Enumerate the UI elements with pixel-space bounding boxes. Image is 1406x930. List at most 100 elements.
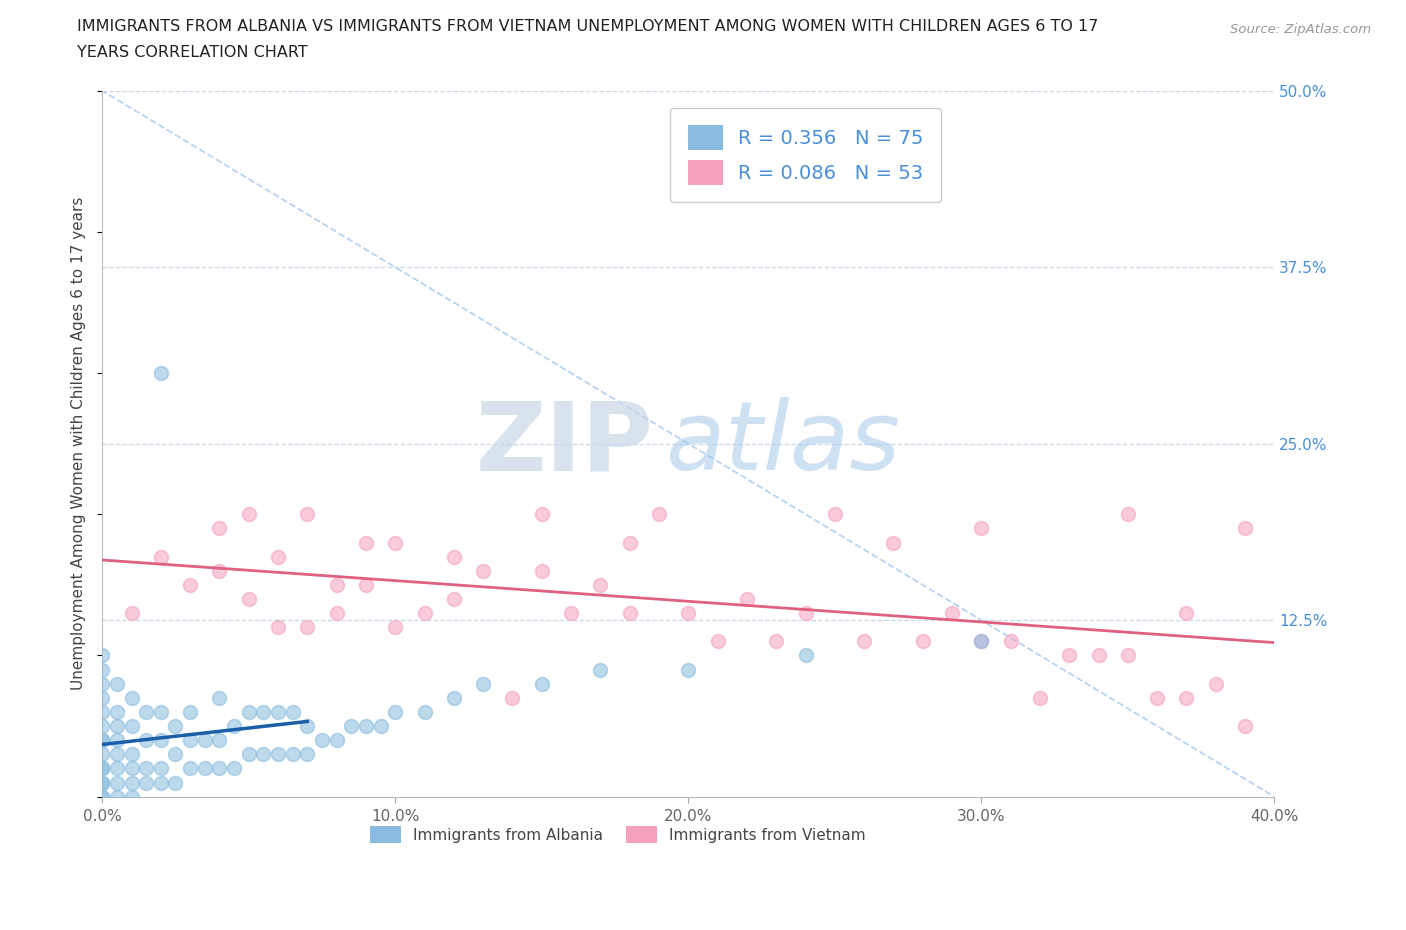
Point — [1205, 676, 1227, 691]
Point — [413, 705, 436, 720]
Point — [370, 719, 392, 734]
Point — [121, 761, 143, 776]
Point — [91, 690, 114, 705]
Point — [91, 775, 114, 790]
Point — [105, 775, 128, 790]
Point — [91, 705, 114, 720]
Point — [238, 591, 260, 606]
Point — [105, 761, 128, 776]
Point — [678, 605, 700, 620]
Point — [208, 690, 231, 705]
Point — [619, 605, 641, 620]
Point — [619, 535, 641, 550]
Point — [853, 634, 876, 649]
Point — [91, 747, 114, 762]
Point — [340, 719, 363, 734]
Text: atlas: atlas — [665, 397, 900, 490]
Point — [179, 705, 201, 720]
Point — [252, 747, 274, 762]
Point — [179, 733, 201, 748]
Point — [91, 733, 114, 748]
Point — [970, 634, 993, 649]
Point — [384, 619, 406, 634]
Point — [443, 690, 465, 705]
Point — [252, 705, 274, 720]
Point — [105, 733, 128, 748]
Point — [208, 761, 231, 776]
Legend: Immigrants from Albania, Immigrants from Vietnam: Immigrants from Albania, Immigrants from… — [364, 820, 872, 849]
Point — [281, 747, 304, 762]
Point — [1057, 648, 1080, 663]
Point — [1146, 690, 1168, 705]
Point — [970, 634, 993, 649]
Point — [325, 605, 347, 620]
Point — [135, 775, 157, 790]
Point — [149, 775, 172, 790]
Point — [678, 662, 700, 677]
Point — [325, 733, 347, 748]
Text: ZIP: ZIP — [475, 397, 654, 490]
Point — [472, 564, 495, 578]
Point — [121, 747, 143, 762]
Point — [297, 619, 319, 634]
Point — [121, 605, 143, 620]
Point — [311, 733, 333, 748]
Point — [354, 535, 377, 550]
Point — [297, 507, 319, 522]
Point — [530, 507, 553, 522]
Point — [208, 521, 231, 536]
Point — [91, 648, 114, 663]
Text: IMMIGRANTS FROM ALBANIA VS IMMIGRANTS FROM VIETNAM UNEMPLOYMENT AMONG WOMEN WITH: IMMIGRANTS FROM ALBANIA VS IMMIGRANTS FR… — [77, 19, 1098, 33]
Point — [135, 733, 157, 748]
Point — [105, 747, 128, 762]
Point — [1029, 690, 1052, 705]
Point — [91, 761, 114, 776]
Point — [1175, 690, 1198, 705]
Point — [91, 662, 114, 677]
Point — [91, 775, 114, 790]
Point — [472, 676, 495, 691]
Point — [706, 634, 728, 649]
Point — [91, 733, 114, 748]
Point — [165, 775, 187, 790]
Point — [91, 790, 114, 804]
Point — [1175, 605, 1198, 620]
Point — [165, 747, 187, 762]
Point — [105, 790, 128, 804]
Point — [297, 747, 319, 762]
Point — [91, 790, 114, 804]
Point — [1000, 634, 1022, 649]
Point — [208, 564, 231, 578]
Point — [765, 634, 787, 649]
Point — [222, 761, 245, 776]
Point — [443, 591, 465, 606]
Point — [194, 761, 217, 776]
Point — [267, 705, 290, 720]
Point — [1234, 719, 1257, 734]
Point — [91, 761, 114, 776]
Point — [941, 605, 963, 620]
Point — [882, 535, 904, 550]
Point — [589, 662, 612, 677]
Point — [121, 719, 143, 734]
Point — [354, 578, 377, 592]
Point — [1234, 521, 1257, 536]
Point — [794, 605, 817, 620]
Point — [911, 634, 934, 649]
Point — [135, 761, 157, 776]
Point — [91, 719, 114, 734]
Point — [105, 705, 128, 720]
Point — [1116, 507, 1139, 522]
Point — [589, 578, 612, 592]
Point — [794, 648, 817, 663]
Point — [297, 719, 319, 734]
Point — [222, 719, 245, 734]
Text: Source: ZipAtlas.com: Source: ZipAtlas.com — [1230, 23, 1371, 36]
Point — [501, 690, 523, 705]
Point — [149, 705, 172, 720]
Point — [970, 521, 993, 536]
Point — [238, 747, 260, 762]
Point — [91, 676, 114, 691]
Point — [325, 578, 347, 592]
Point — [105, 719, 128, 734]
